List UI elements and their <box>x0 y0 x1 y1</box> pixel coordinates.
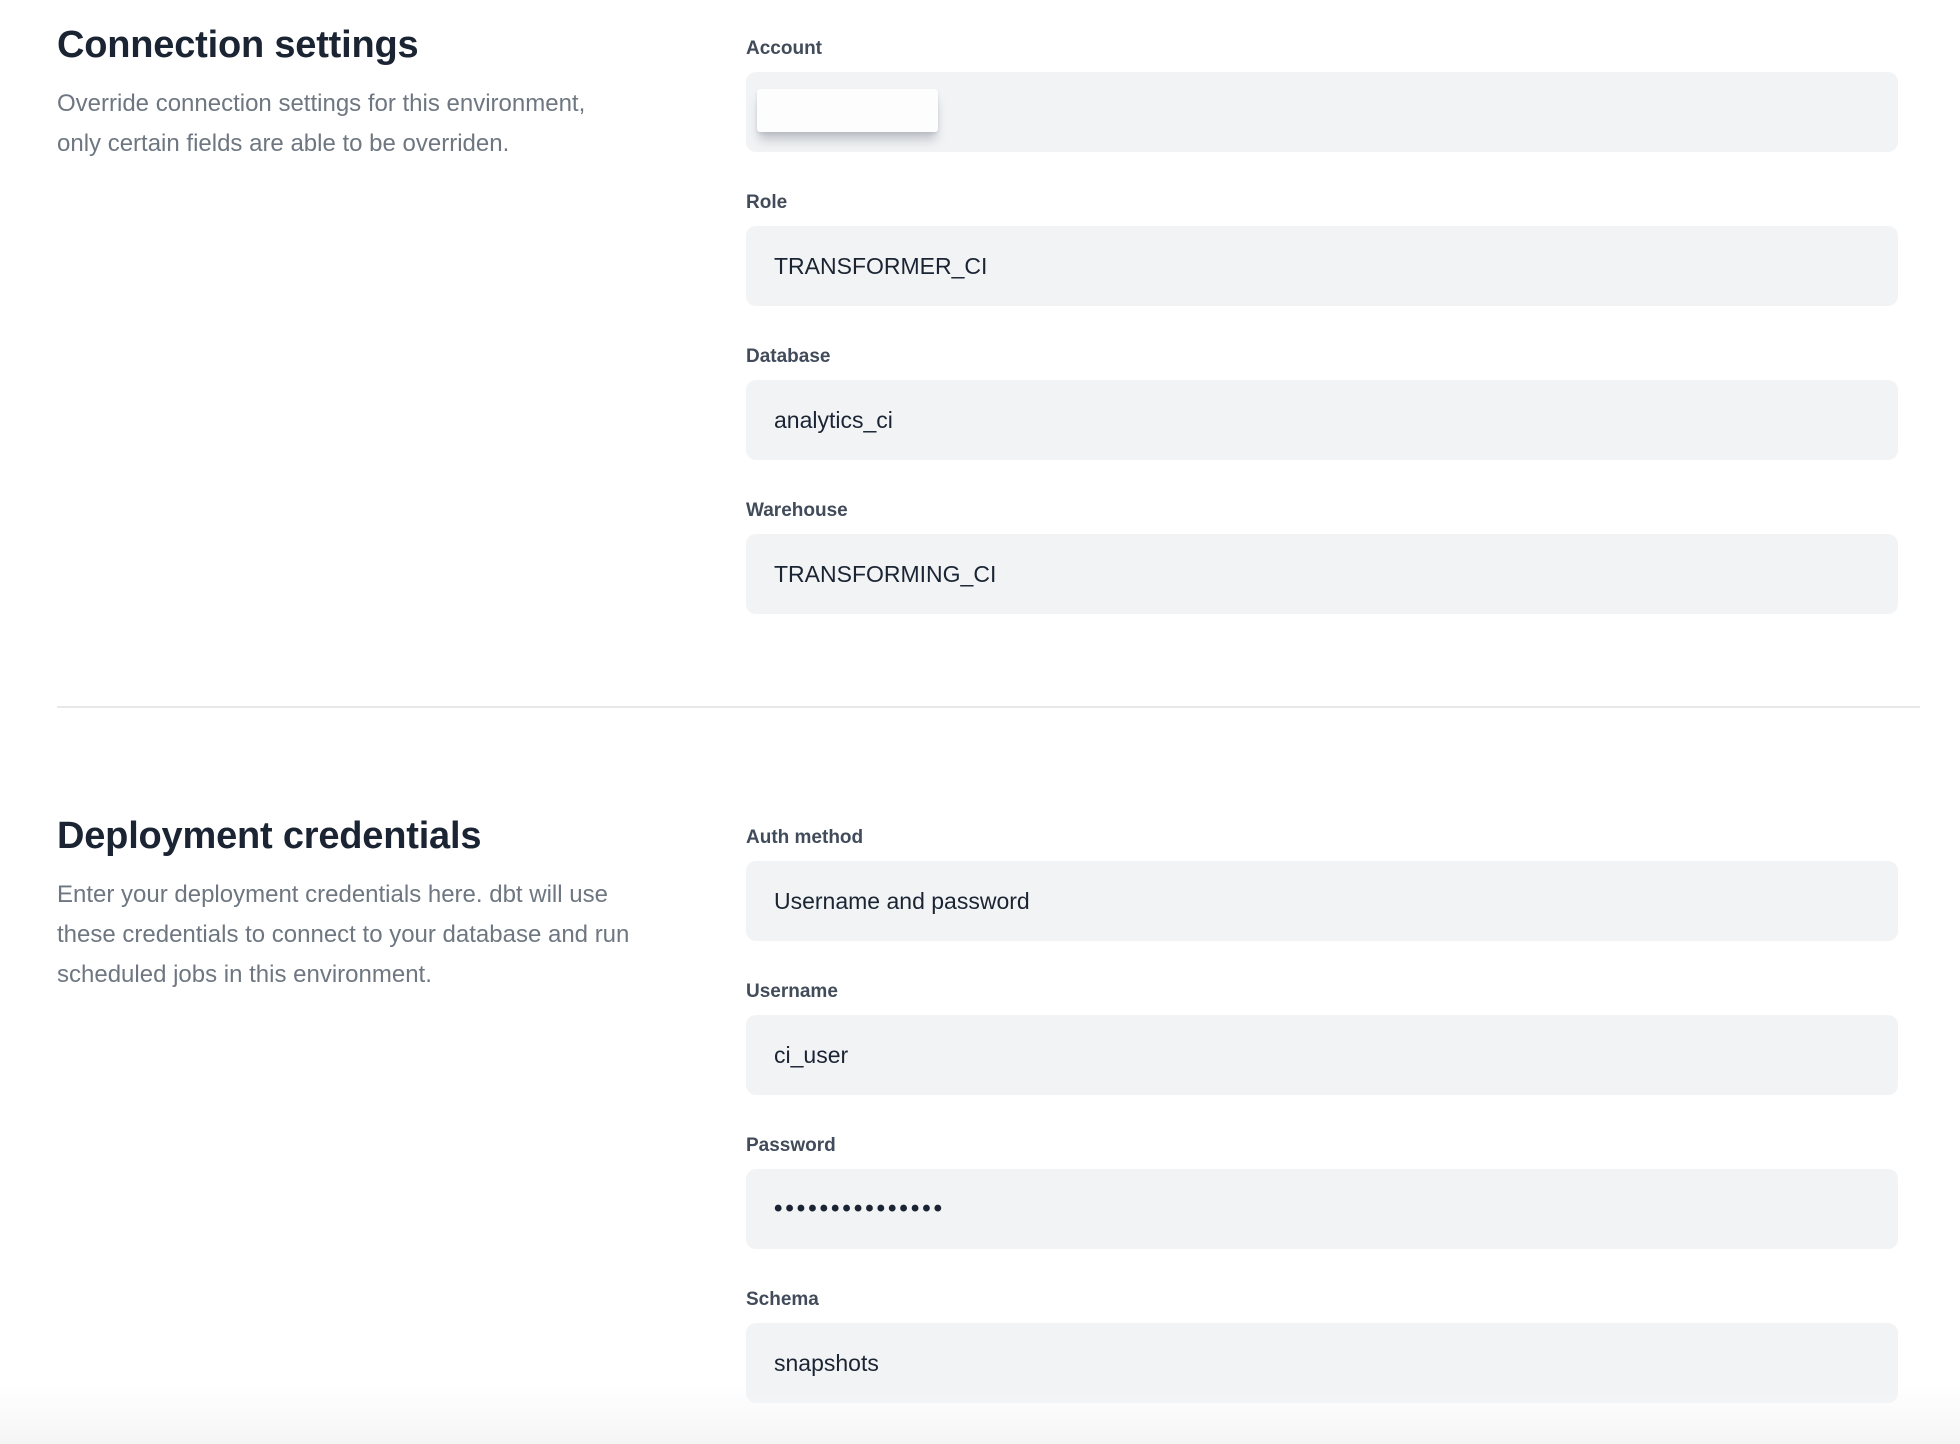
account-input[interactable] <box>746 72 1898 152</box>
database-label: Database <box>746 346 831 367</box>
username-input[interactable] <box>746 1015 1898 1095</box>
description-line: Enter your deployment credentials here. … <box>57 881 608 908</box>
username-field-group: Username <box>746 981 1898 1095</box>
connection-settings-form: Account Role Database Warehouse <box>746 22 1898 614</box>
role-input[interactable] <box>746 226 1898 306</box>
description-line: only certain fields are able to be overr… <box>57 130 510 157</box>
schema-label: Schema <box>746 1289 819 1310</box>
account-label: Account <box>746 38 822 59</box>
description-line: Override connection settings for this en… <box>57 90 586 117</box>
account-field-group: Account <box>746 38 1898 152</box>
connection-settings-intro: Connection settings Override connection … <box>57 22 746 614</box>
section-divider <box>57 706 1920 708</box>
deployment-credentials-section: Deployment credentials Enter your deploy… <box>0 708 1960 1403</box>
deployment-credentials-description: Enter your deployment credentials here. … <box>57 875 706 995</box>
role-field-group: Role <box>746 192 1898 306</box>
description-line: scheduled jobs in this environment. <box>57 961 432 988</box>
connection-settings-title: Connection settings <box>57 24 419 66</box>
password-input[interactable] <box>746 1169 1898 1249</box>
deployment-credentials-intro: Deployment credentials Enter your deploy… <box>57 813 746 1403</box>
database-input[interactable] <box>746 380 1898 460</box>
warehouse-label: Warehouse <box>746 500 848 521</box>
connection-settings-description: Override connection settings for this en… <box>57 84 706 164</box>
role-label: Role <box>746 192 788 213</box>
warehouse-field-group: Warehouse <box>746 500 1898 614</box>
password-label: Password <box>746 1135 836 1156</box>
database-field-group: Database <box>746 346 1898 460</box>
redacted-value-overlay <box>757 89 938 132</box>
description-line: these credentials to connect to your dat… <box>57 921 630 948</box>
password-field-group: Password <box>746 1135 1898 1249</box>
auth-method-label: Auth method <box>746 827 864 848</box>
connection-settings-section: Connection settings Override connection … <box>0 0 1960 614</box>
warehouse-input[interactable] <box>746 534 1898 614</box>
schema-field-group: Schema <box>746 1289 1898 1403</box>
schema-input[interactable] <box>746 1323 1898 1403</box>
auth-method-field-group: Auth method <box>746 827 1898 941</box>
account-input-wrap <box>746 72 1898 152</box>
username-label: Username <box>746 981 838 1002</box>
deployment-credentials-form: Auth method Username Password Schema <box>746 813 1898 1403</box>
deployment-credentials-title: Deployment credentials <box>57 815 482 857</box>
auth-method-input[interactable] <box>746 861 1898 941</box>
